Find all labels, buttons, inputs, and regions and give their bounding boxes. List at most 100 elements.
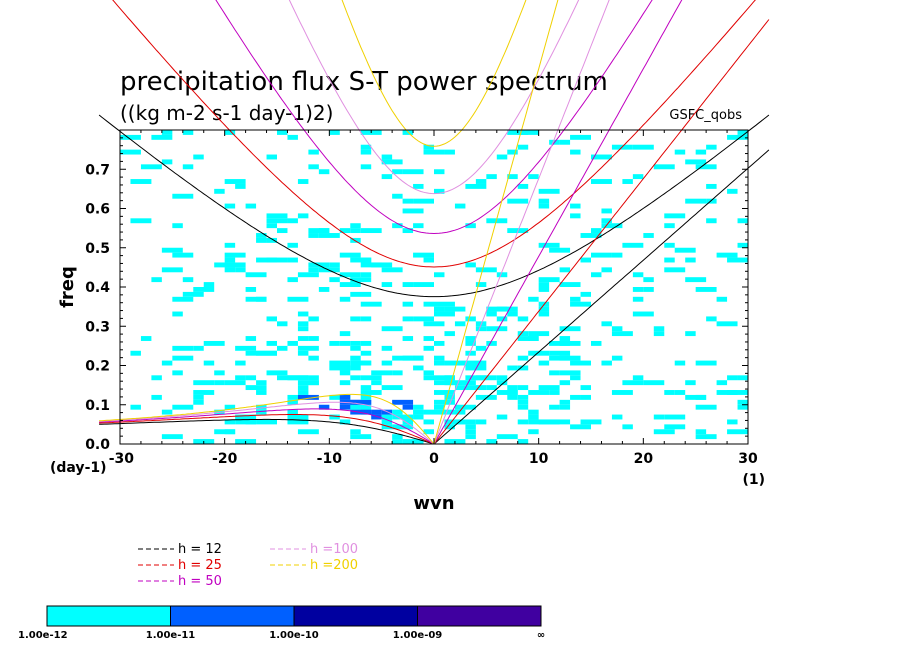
power-cell [706, 316, 717, 322]
power-cell [528, 336, 539, 341]
power-cell [737, 404, 748, 410]
power-cell [308, 380, 319, 386]
power-cell [496, 272, 508, 278]
colorbar-label: ∞ [537, 630, 545, 641]
power-cell [601, 360, 612, 366]
power-cell [507, 149, 518, 155]
kelvin-curve [433, 19, 770, 444]
power-cell [434, 301, 455, 307]
power-cell [235, 419, 257, 425]
power-cell [224, 242, 236, 248]
power-cell [329, 360, 351, 366]
power-cell [381, 159, 403, 165]
power-cell [402, 208, 424, 214]
power-cell [517, 399, 529, 405]
power-cell [339, 340, 351, 346]
power-cell [392, 414, 414, 420]
power-cell [402, 301, 414, 307]
power-cell [622, 424, 633, 430]
power-cell [685, 159, 707, 165]
x-tick-label: 0 [429, 451, 439, 467]
power-cell [465, 419, 476, 425]
power-cell [329, 414, 340, 420]
power-cell [465, 360, 487, 366]
power-cell [297, 375, 309, 381]
power-cell [392, 193, 403, 199]
power-cell [706, 198, 717, 204]
power-cell [653, 164, 675, 170]
power-cell [245, 385, 267, 391]
power-cell [151, 375, 162, 381]
kelvin-curve [433, 0, 683, 444]
power-cell [538, 360, 550, 366]
power-cell [350, 355, 361, 361]
power-cell [496, 414, 508, 420]
power-cell [297, 213, 309, 219]
power-cell [413, 316, 434, 322]
y-tick-label: 0.3 [85, 319, 110, 335]
power-cell [559, 139, 571, 145]
power-cell [360, 257, 372, 263]
power-cell [297, 394, 319, 400]
power-cell [465, 340, 476, 346]
power-cell [517, 404, 529, 410]
power-cell [559, 370, 581, 376]
power-cell [580, 233, 602, 238]
power-cell [392, 370, 403, 376]
power-cell [151, 394, 162, 400]
power-cell [517, 183, 529, 189]
power-cell [507, 390, 518, 395]
power-cell [423, 321, 445, 327]
rossby-curve [99, 414, 435, 444]
power-cell [256, 390, 267, 395]
power-cell [287, 134, 298, 140]
power-cell [235, 267, 246, 273]
power-cell [454, 419, 466, 425]
power-cell [193, 345, 204, 351]
power-cell [643, 233, 654, 238]
power-cell [444, 331, 455, 337]
power-cell [538, 198, 550, 204]
power-cell [297, 350, 309, 356]
power-cell [632, 174, 644, 180]
power-cell [402, 198, 414, 204]
power-cell [465, 375, 487, 381]
power-cell [538, 385, 560, 391]
power-cell [402, 355, 424, 361]
rossby-curve [99, 418, 435, 444]
power-cell [664, 267, 686, 273]
power-cell [434, 311, 455, 317]
power-cell [339, 380, 351, 386]
power-cell [360, 390, 382, 395]
power-cell [727, 188, 738, 194]
power-cell [622, 242, 644, 248]
power-cell [402, 169, 424, 175]
power-cell [465, 365, 487, 371]
power-cell [538, 306, 550, 312]
power-cell [695, 394, 707, 400]
power-cell [245, 296, 267, 302]
power-cell [716, 380, 728, 386]
power-cell [570, 296, 581, 302]
power-cell [674, 247, 696, 253]
power-cell [695, 360, 717, 366]
power-cell [706, 183, 717, 189]
power-cell [570, 149, 581, 155]
power-cell [297, 321, 309, 327]
power-cell [413, 409, 424, 415]
power-cell [350, 365, 361, 371]
power-cell [528, 429, 539, 435]
power-cell [120, 134, 141, 140]
power-cell [496, 306, 518, 312]
power-cell [570, 424, 591, 430]
power-cell [737, 375, 748, 381]
legend-label: h = 12 [178, 542, 222, 557]
kelvin-curve [433, 0, 610, 444]
power-cell [297, 311, 309, 317]
power-cell [591, 272, 602, 278]
power-cell [402, 419, 414, 425]
power-cell [256, 409, 267, 415]
power-cell [496, 316, 508, 322]
power-cell [559, 399, 571, 405]
power-cell [214, 429, 236, 435]
